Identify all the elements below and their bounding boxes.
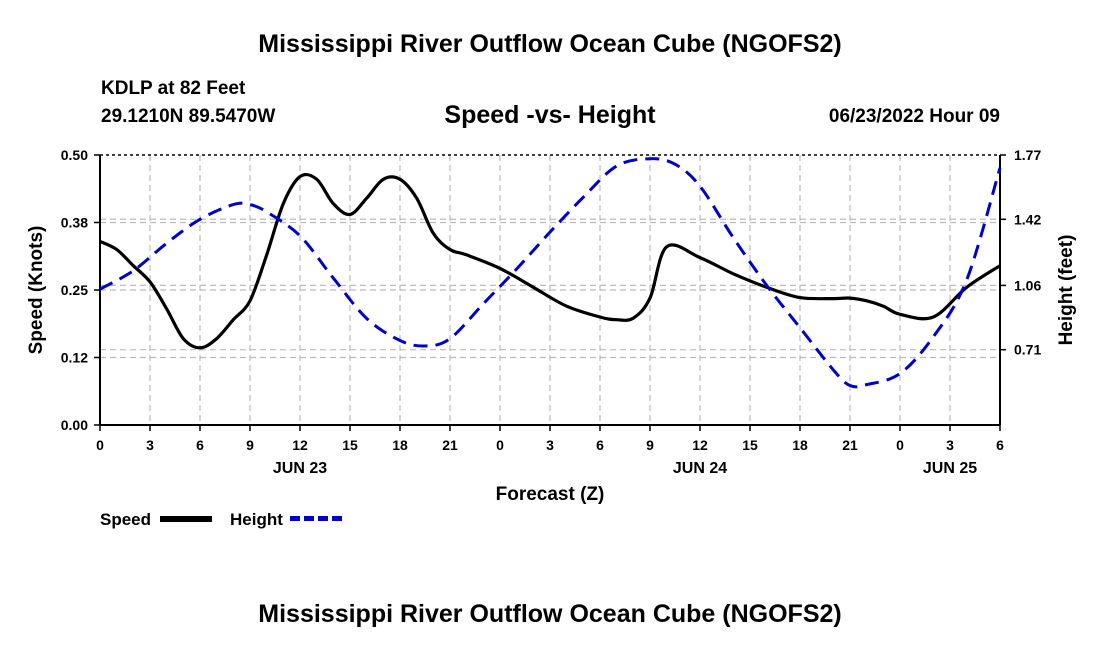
y2-tick-label: 0.71 bbox=[1014, 342, 1041, 358]
footer-title: Mississippi River Outflow Ocean Cube (NG… bbox=[258, 600, 842, 628]
x-tick-label: 3 bbox=[946, 437, 954, 453]
x-tick-label: 9 bbox=[646, 437, 654, 453]
y-tick-label: 0.12 bbox=[61, 350, 88, 366]
x-tick-label: 18 bbox=[392, 437, 408, 453]
series-line-height bbox=[99, 157, 1002, 389]
x-axis-title: Forecast (Z) bbox=[496, 484, 605, 505]
legend-height-label: Height bbox=[230, 510, 283, 529]
legend-speed-swatch bbox=[160, 516, 212, 522]
x-tick-label: 9 bbox=[246, 437, 254, 453]
x-tick-label: 15 bbox=[342, 437, 358, 453]
x-tick-label: 0 bbox=[896, 437, 904, 453]
series-line-speed bbox=[99, 172, 1001, 350]
x-tick-label: 3 bbox=[146, 437, 154, 453]
x-tick-label: 12 bbox=[292, 437, 308, 453]
x-tick-label: 21 bbox=[842, 437, 858, 453]
x-tick-label: 6 bbox=[196, 437, 204, 453]
x-date-label: JUN 25 bbox=[923, 460, 977, 477]
x-tick-label: 12 bbox=[692, 437, 708, 453]
y-axis-title: Speed (Knots) bbox=[26, 226, 47, 355]
y-tick-label: 0.00 bbox=[61, 417, 88, 433]
x-tick-label: 3 bbox=[546, 437, 554, 453]
x-tick-label: 15 bbox=[742, 437, 758, 453]
x-tick-label: 0 bbox=[96, 437, 104, 453]
legend-speed-label: Speed bbox=[100, 510, 152, 529]
x-date-label: JUN 24 bbox=[673, 460, 727, 477]
station-label: KDLP at 82 Feet bbox=[101, 78, 246, 99]
y2-tick-label: 1.06 bbox=[1014, 277, 1041, 293]
x-date-label: JUN 23 bbox=[273, 460, 327, 477]
y-tick-label: 0.50 bbox=[61, 147, 88, 163]
x-tick-label: 6 bbox=[596, 437, 604, 453]
x-tick-label: 18 bbox=[792, 437, 808, 453]
x-tick-label: 21 bbox=[442, 437, 458, 453]
y2-axis-title: Height (feet) bbox=[1056, 235, 1077, 346]
y2-tick-label: 1.42 bbox=[1014, 211, 1041, 227]
forecast-datetime: 06/23/2022 Hour 09 bbox=[828, 106, 1000, 127]
y-tick-label: 0.38 bbox=[61, 215, 88, 231]
chart-title: Mississippi River Outflow Ocean Cube (NG… bbox=[258, 30, 842, 58]
coordinates-label: 29.1210N 89.5470W bbox=[101, 106, 276, 127]
x-tick-label: 0 bbox=[496, 437, 504, 453]
y2-tick-label: 1.77 bbox=[1014, 147, 1041, 163]
x-tick-label: 6 bbox=[996, 437, 1004, 453]
y-tick-label: 0.25 bbox=[61, 282, 88, 298]
chart-subtitle: Speed -vs- Height bbox=[444, 101, 656, 129]
legend-height-swatch bbox=[290, 516, 342, 521]
